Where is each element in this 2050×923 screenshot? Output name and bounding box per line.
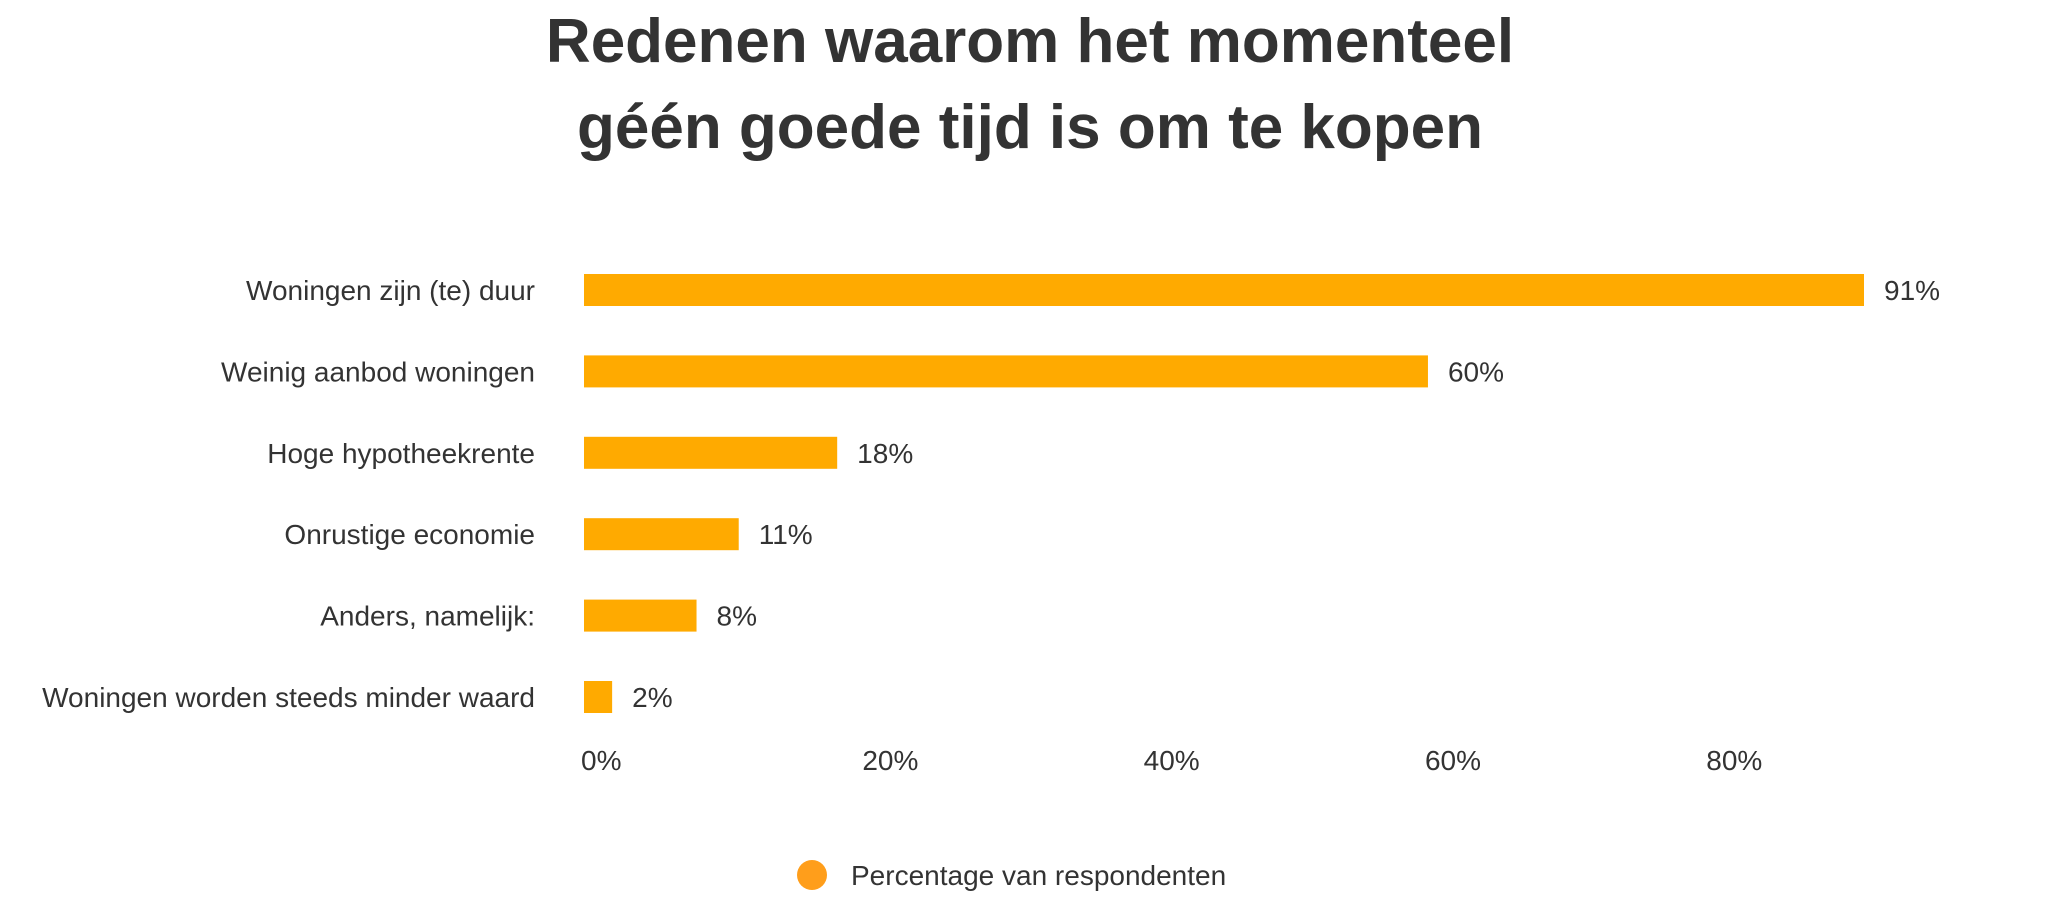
bar[interactable] [584, 355, 1428, 388]
x-axis: 0% 20% 40% 60% 80% [581, 745, 1762, 776]
value-label: 11% [759, 519, 813, 550]
legend-label[interactable]: Percentage van respondenten [851, 860, 1226, 891]
x-tick-label: 0% [581, 745, 621, 776]
value-label: 60% [1448, 356, 1504, 387]
bar[interactable] [584, 599, 697, 632]
x-tick-label: 40% [1144, 745, 1200, 776]
chart-title: Redenen waarom het momenteel géén goede … [546, 7, 1514, 162]
category-label: Woningen worden steeds minder waard [42, 682, 535, 713]
category-label: Onrustige economie [284, 519, 535, 550]
plot-area: Woningen zijn (te) duur 91% Weinig aanbod … [42, 274, 1940, 713]
x-tick-label: 80% [1706, 745, 1762, 776]
value-label: 8% [717, 601, 757, 632]
category-label: Woningen zijn (te) duur [246, 275, 535, 306]
value-label: 2% [632, 682, 672, 713]
value-label: 91% [1884, 275, 1940, 306]
bar[interactable] [584, 274, 1864, 306]
bar[interactable] [584, 681, 613, 713]
category-label: Weinig aanbod woningen [221, 356, 535, 387]
chart-title-line-2: géén goede tijd is om te kopen [577, 93, 1483, 162]
chart-title-line-1: Redenen waarom het momenteel [546, 7, 1514, 76]
x-tick-label: 60% [1425, 745, 1481, 776]
bar[interactable] [584, 436, 838, 469]
legend-marker[interactable] [797, 860, 827, 890]
category-label: Hoge hypotheekrente [267, 438, 535, 469]
value-label: 18% [857, 438, 913, 469]
x-tick-label: 20% [862, 745, 918, 776]
category-label: Anders, namelijk: [320, 601, 535, 632]
legend[interactable]: Percentage van respondenten [797, 860, 1226, 891]
bar[interactable] [584, 518, 739, 551]
